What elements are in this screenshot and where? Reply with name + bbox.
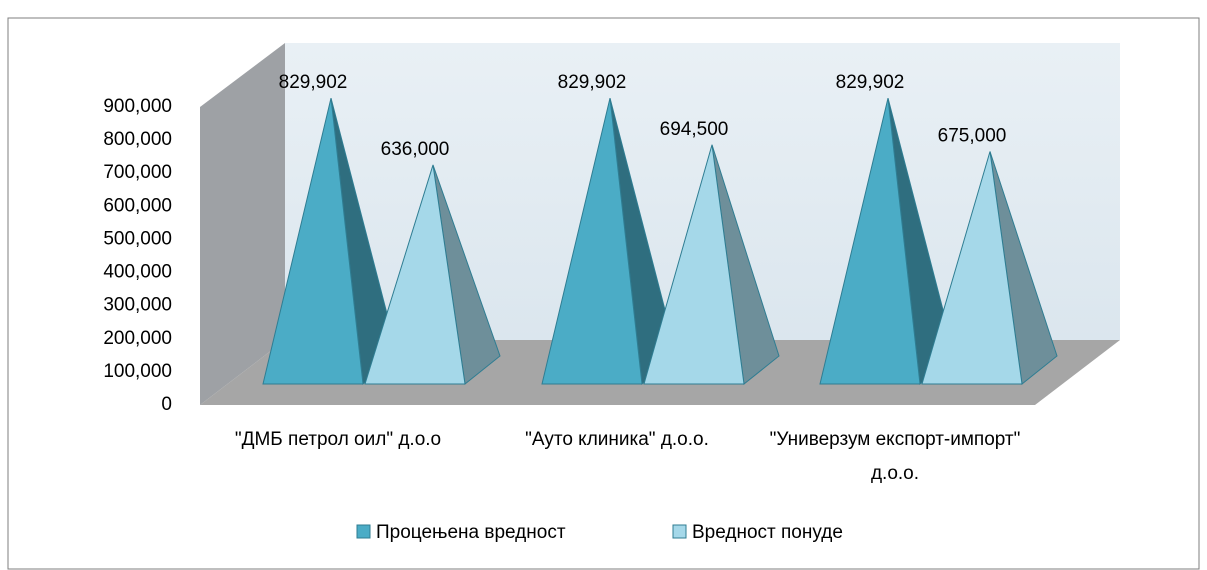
pyramid-front [262,98,364,385]
y-tick-label: 700,000 [103,162,172,183]
pyramid-front [819,98,921,385]
pyramid [364,164,501,385]
data-label: 694,500 [660,119,729,140]
pyramid [819,98,956,385]
pyramid-front [921,151,1023,385]
y-tick-label: 200,000 [103,328,172,349]
legend-label: Процењена вредност [376,522,566,543]
side-wall [200,43,285,405]
y-tick-label: 600,000 [103,195,172,216]
y-tick-label: 800,000 [103,129,172,150]
x-tick-label: "Универзум експорт-импорт" д.о.о. [769,429,1021,484]
data-label: 675,000 [938,126,1007,147]
data-label: 829,902 [836,72,905,93]
y-tick-label: 400,000 [103,262,172,283]
pyramid [643,144,780,385]
y-tick-label: 900,000 [103,96,172,117]
pyramid-front [541,98,643,385]
pyramid-front [643,144,745,385]
y-tick-label: 500,000 [103,228,172,249]
legend-swatch [672,524,687,539]
x-tick-label: "Ауто клиника" д.о.о. [525,429,709,450]
legend-label: Вредност понуде [692,522,843,543]
data-label: 829,902 [279,72,348,93]
pyramid [262,98,399,385]
pyramid [921,151,1058,385]
legend-swatch [356,524,371,539]
y-tick-label: 300,000 [103,295,172,316]
pyramid-front [364,164,466,385]
y-tick-label: 0 [161,394,172,415]
data-label: 636,000 [381,139,450,160]
y-tick-label: 100,000 [103,361,172,382]
x-tick-label: "ДМБ петрол оил" д.о.о [234,429,442,450]
data-label: 829,902 [558,72,627,93]
